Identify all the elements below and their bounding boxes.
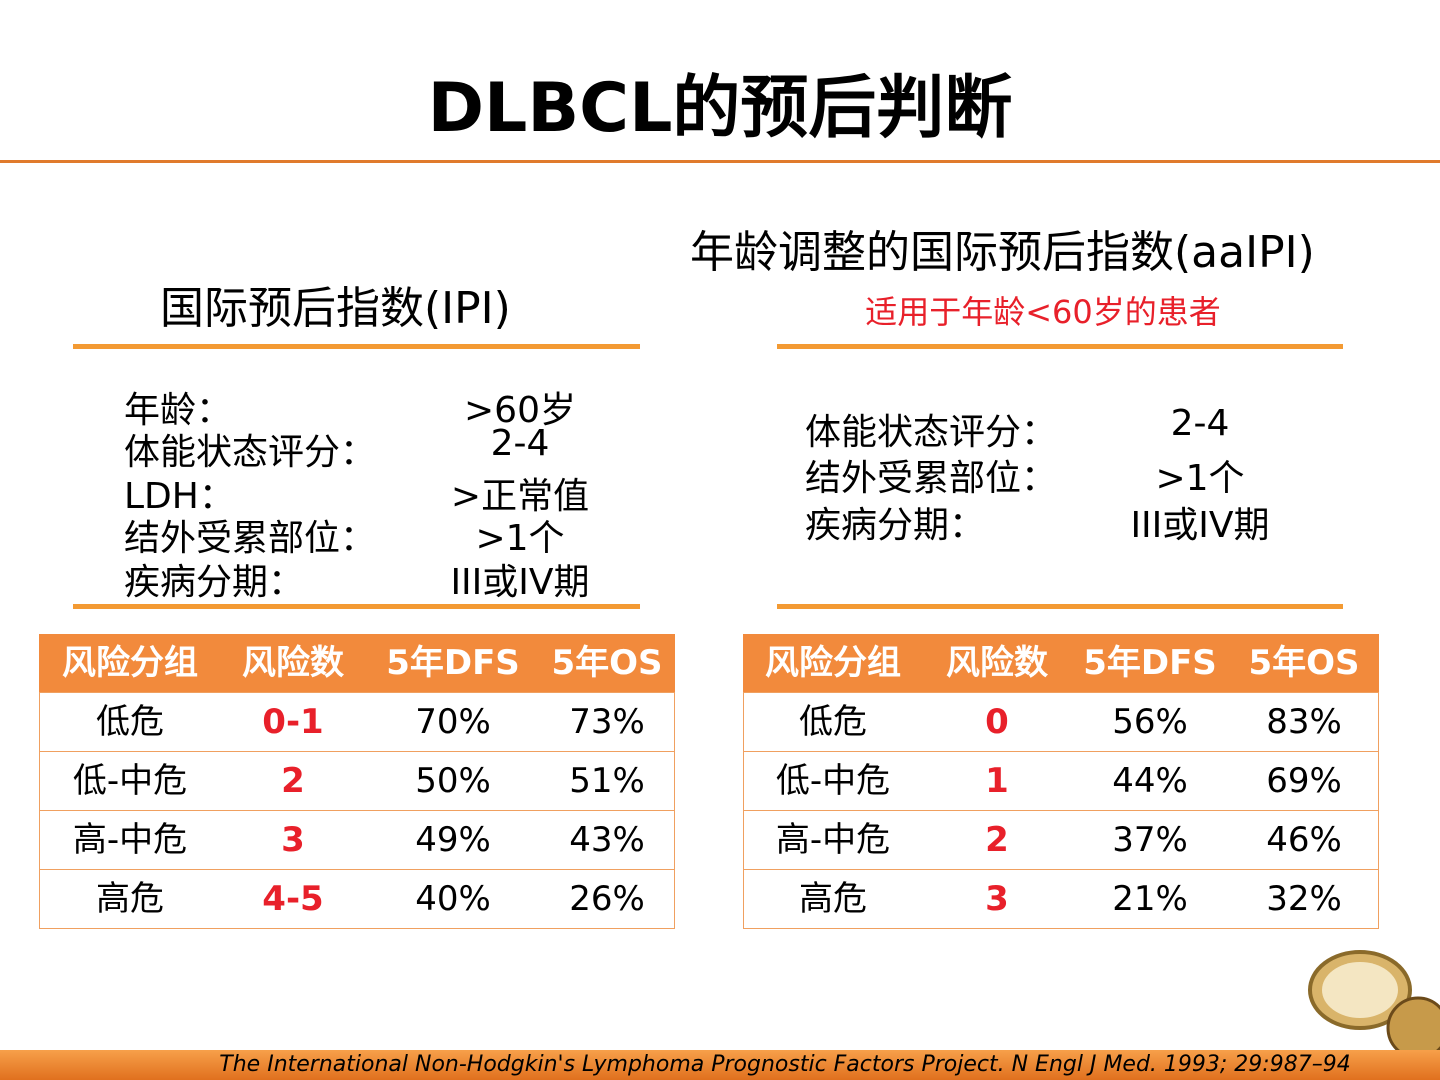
criterion-value: III或IV期 (1130, 505, 1270, 546)
table-cell: 40% (415, 879, 491, 919)
criterion-label: LDH： (124, 476, 235, 517)
table-cell: 高-中危 (72, 820, 188, 860)
table-cell: 21% (1112, 879, 1188, 919)
title: DLBCL的预后判断 (427, 69, 1013, 148)
table-cell: 1 (985, 761, 1009, 801)
table-cell: 0-1 (262, 702, 324, 742)
table-header-cell: 5年OS (551, 643, 663, 683)
footer-band (0, 1050, 1440, 1080)
rule (777, 344, 1343, 349)
criterion-value: >60岁 (464, 390, 576, 431)
table-cell: 50% (415, 761, 491, 801)
table-cell: 3 (281, 820, 305, 860)
table-header-cell: 风险数 (946, 643, 1048, 683)
table-header-cell: 风险分组 (62, 643, 198, 683)
criterion-value: 2-4 (490, 423, 550, 464)
table-cell: 高危 (799, 879, 867, 919)
table-header-cell: 5年OS (1248, 643, 1360, 683)
table-row (39, 692, 675, 752)
table-cell: 51% (569, 761, 645, 801)
criterion-value: III或IV期 (450, 562, 590, 603)
criterion-label: 疾病分期： (805, 505, 986, 546)
criterion-value: 2-4 (1170, 403, 1230, 444)
table-header-bg (39, 634, 675, 692)
table-row (39, 751, 675, 811)
table-header-cell: 5年DFS (1083, 643, 1217, 683)
table-cell: 高危 (96, 879, 164, 919)
table-cell: 83% (1266, 702, 1342, 742)
criterion-label: 结外受累部位： (124, 518, 377, 559)
criterion-label: 疾病分期： (124, 562, 305, 603)
table-cell: 2 (985, 820, 1009, 860)
rule (73, 344, 640, 349)
table-cell: 32% (1266, 879, 1342, 919)
criterion-value: >1个 (1155, 458, 1245, 499)
table-cell: 26% (569, 879, 645, 919)
table-header-cell: 5年DFS (386, 643, 520, 683)
table-header-cell: 风险数 (242, 643, 344, 683)
table-cell: 低危 (96, 702, 164, 742)
table-cell: 4-5 (262, 879, 324, 919)
table-row (743, 810, 1379, 870)
footer-citation: The International Non-Hodgkin's Lymphoma… (219, 1052, 1351, 1077)
table-cell: 高-中危 (775, 820, 891, 860)
table-cell: 43% (569, 820, 645, 860)
title-rule (0, 160, 1440, 163)
table-header-cell: 风险分组 (765, 643, 901, 683)
table-row (743, 869, 1379, 929)
criterion-label: 体能状态评分： (805, 412, 1058, 453)
criterion-label: 年龄： (124, 390, 233, 431)
table-cell: 低-中危 (72, 761, 188, 801)
table-header-bg (743, 634, 1379, 692)
table-cell: 44% (1112, 761, 1188, 801)
table-cell: 70% (415, 702, 491, 742)
table-cell: 3 (985, 879, 1009, 919)
table-cell: 46% (1266, 820, 1342, 860)
left-heading: 国际预后指数(IPI) (160, 283, 511, 334)
table-cell: 低危 (799, 702, 867, 742)
compass-decoration (1308, 950, 1440, 1050)
criterion-value: >1个 (475, 518, 565, 559)
criterion-label: 体能状态评分： (124, 432, 377, 473)
table-cell: 49% (415, 820, 491, 860)
criterion-label: 结外受累部位： (805, 458, 1058, 499)
table-cell: 56% (1112, 702, 1188, 742)
table-cell: 37% (1112, 820, 1188, 860)
right-heading: 年龄调整的国际预后指数(aaIPI) (690, 227, 1315, 278)
table-cell: 0 (985, 702, 1009, 742)
table-row (39, 869, 675, 929)
rule (777, 604, 1343, 609)
table-cell: 73% (569, 702, 645, 742)
criterion-value: >正常值 (450, 476, 590, 517)
table-cell: 2 (281, 761, 305, 801)
table-cell: 69% (1266, 761, 1342, 801)
right-subtitle: 适用于年龄<60岁的患者 (865, 293, 1221, 331)
rule (73, 604, 640, 609)
table-cell: 低-中危 (775, 761, 891, 801)
